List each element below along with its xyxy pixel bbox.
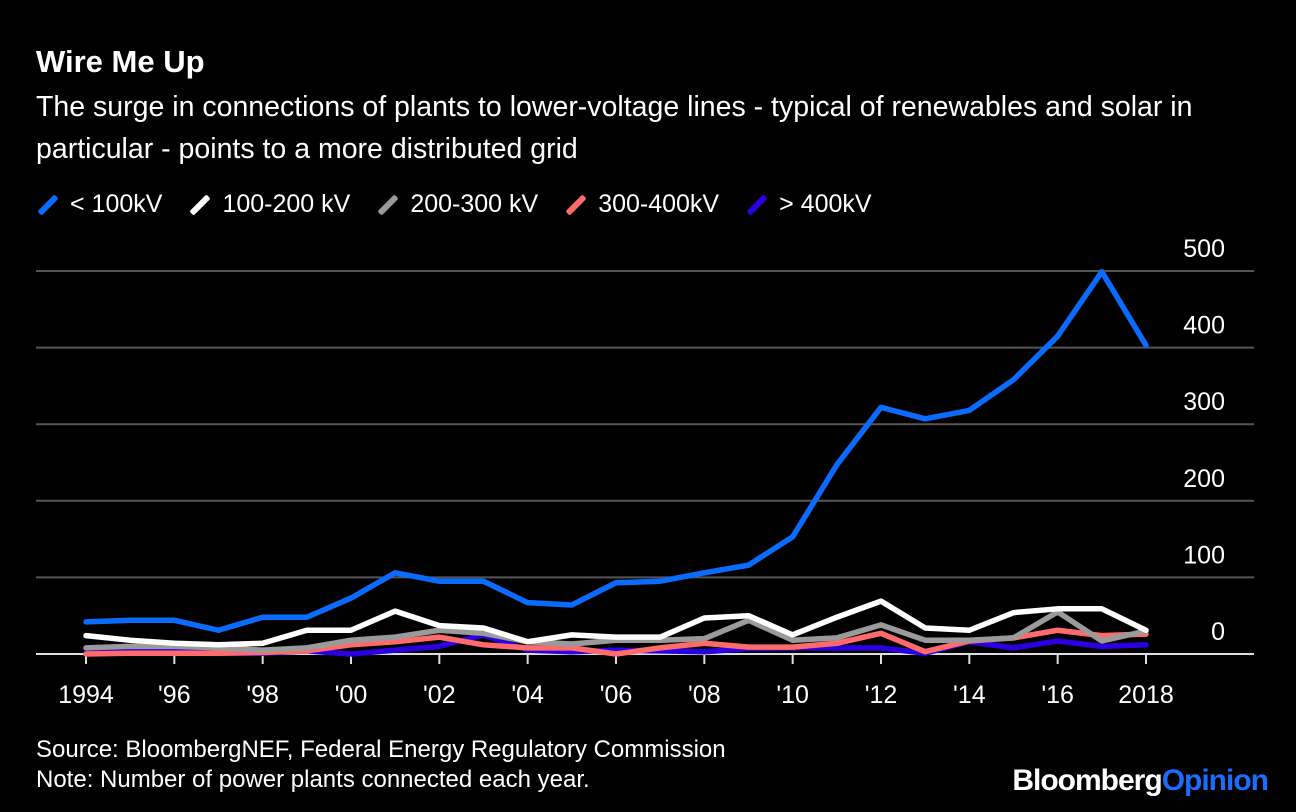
x-tick-label: '04: [511, 681, 544, 709]
legend-label: 200-300 kV: [410, 190, 539, 218]
legend-item: < 100kV: [36, 190, 162, 219]
y-tick-label: 0: [1211, 618, 1225, 646]
x-tick-label: 1994: [58, 681, 114, 709]
legend-item: 300-400kV: [564, 190, 719, 219]
chart-subtitle: The surge in connections of plants to lo…: [36, 91, 1193, 165]
y-tick-label: 500: [1183, 235, 1225, 263]
footnote: Note: Number of power plants connected e…: [36, 766, 590, 793]
legend-label: 100-200 kV: [222, 190, 351, 218]
legend-item: 200-300 kV: [376, 190, 538, 219]
x-tick-label: '08: [688, 681, 721, 709]
series-line: [83, 609, 1149, 653]
x-tick-label: '06: [600, 681, 633, 709]
x-tick-label: '96: [158, 681, 191, 709]
series-line: [83, 269, 1149, 634]
logo-part1: Bloomberg: [1012, 764, 1162, 797]
source-note: Source: BloombergNEF, Federal Energy Reg…: [36, 736, 726, 763]
x-tick-label: '98: [246, 681, 279, 709]
x-tick-label: '00: [335, 681, 368, 709]
x-tick-label: '14: [953, 681, 986, 709]
legend-label: > 400kV: [779, 190, 872, 218]
x-tick-label: '16: [1041, 681, 1074, 709]
legend-label: 300-400kV: [598, 190, 720, 218]
logo-part2: Opinion: [1161, 764, 1269, 797]
x-tick-label: 2018: [1118, 681, 1174, 709]
y-tick-label: 100: [1183, 541, 1225, 569]
legend-label: < 100kV: [70, 190, 163, 218]
legend: < 100kV 100-200 kV 200-300 kV 300-400kV > 40…: [36, 190, 872, 219]
chart-title: Wire Me Up: [36, 44, 205, 79]
y-tick-label: 300: [1183, 388, 1225, 416]
bloomberg-opinion-logo: BloombergOpinion: [1012, 764, 1269, 798]
x-tick-label: '02: [423, 681, 456, 709]
y-tick-label: 200: [1183, 465, 1225, 493]
series-line: [83, 598, 1149, 648]
y-tick-label: 400: [1183, 312, 1225, 340]
x-tick-label: '10: [776, 681, 809, 709]
x-tick-label: '12: [865, 681, 898, 709]
legend-item: 100-200 kV: [188, 190, 350, 219]
legend-item: > 400kV: [745, 190, 872, 219]
